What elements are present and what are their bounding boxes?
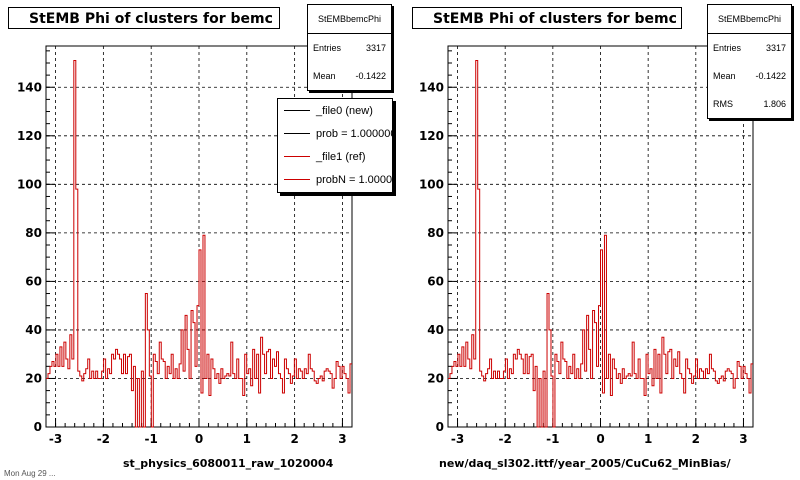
stats-name: StEMBbemcPhi [308,5,391,34]
stats-rms-value: 1.806 [763,99,786,109]
x-axis-title-left: st_physics_6080011_raw_1020004 [123,457,334,470]
y-tick-label: 0 [34,420,42,434]
x-tick-label: 1 [644,432,652,446]
x-axis-title-right: new/daq_sl302.ittf/year_2005/CuCu62_MinB… [439,457,731,470]
y-tick-label: 80 [25,226,42,240]
y-tick-label: 40 [25,323,42,337]
x-tick-label: 3 [338,432,346,446]
stats-entries-label: Entries [713,43,742,53]
y-tick-label: 40 [427,323,444,337]
legend-swatch [284,156,310,157]
stats-mean-label: Mean [313,71,336,81]
stats-entries-label: Entries [313,43,342,53]
y-tick-label: 120 [419,129,444,143]
y-tick-label: 80 [427,226,444,240]
legend-label: _file1 (ref) [316,150,366,163]
stats-name: StEMBbemcPhi [708,5,791,34]
stats-entries-value: 3317 [765,43,786,53]
legend-swatch [284,110,310,111]
stats-mean-value: -0.1422 [355,71,386,81]
x-tick-label: -3 [49,432,62,446]
legend-item: prob = 1.000000 [278,122,392,145]
stats-mean-value: -0.1422 [755,71,786,81]
legend-item: _file1 (ref) [278,145,392,168]
chart-title-left: StEMB Phi of clusters for bemc [8,7,280,29]
legend-swatch [284,179,310,180]
legend-swatch [284,133,310,134]
x-tick-label: 3 [739,432,747,446]
x-tick-label: -3 [451,432,464,446]
x-tick-label: -1 [145,432,158,446]
histogram-line [448,60,753,428]
y-tick-label: 60 [427,274,444,288]
plot-frame [447,45,754,428]
x-tick-label: 0 [596,432,604,446]
y-tick-label: 140 [17,80,42,94]
stats-box-right: StEMBbemcPhi Entries 3317 Mean -0.1422 R… [707,4,792,119]
x-tick-label: -2 [499,432,512,446]
stats-entries-value: 3317 [365,43,386,53]
histogram-line [46,60,352,428]
stats-rms-row: RMS 1.806 [708,90,791,118]
stats-box-left: StEMBbemcPhi Entries 3317 Mean -0.1422 [307,4,392,91]
y-tick-label: 100 [419,177,444,191]
chart-title-right: StEMB Phi of clusters for bemc [412,7,682,29]
y-tick-label: 20 [427,371,444,385]
footer-text: Mon Aug 29 ... [4,469,56,478]
y-tick-label: 0 [436,420,444,434]
legend-item: probN = 1.000000 [278,168,392,191]
legend-label: probN = 1.000000 [316,173,393,186]
legend-label: _file0 (new) [316,104,373,117]
legend-label: prob = 1.000000 [316,127,393,140]
x-tick-label: 0 [195,432,203,446]
y-tick-label: 60 [25,274,42,288]
stats-entries-row: Entries 3317 [308,34,391,62]
stats-entries-row: Entries 3317 [708,34,791,62]
stats-rms-label: RMS [713,99,733,109]
legend-item: _file0 (new) [278,99,392,122]
y-tick-label: 20 [25,371,42,385]
stats-mean-label: Mean [713,71,736,81]
stats-mean-row: Mean -0.1422 [308,62,391,90]
x-tick-label: -2 [97,432,110,446]
stats-mean-row: Mean -0.1422 [708,62,791,90]
x-tick-label: 2 [692,432,700,446]
x-tick-label: 1 [243,432,251,446]
x-tick-label: 2 [290,432,298,446]
x-tick-label: -1 [546,432,559,446]
y-tick-label: 100 [17,177,42,191]
legend: _file0 (new) prob = 1.000000 _file1 (ref… [277,98,393,193]
y-tick-label: 140 [419,80,444,94]
y-tick-label: 120 [17,129,42,143]
